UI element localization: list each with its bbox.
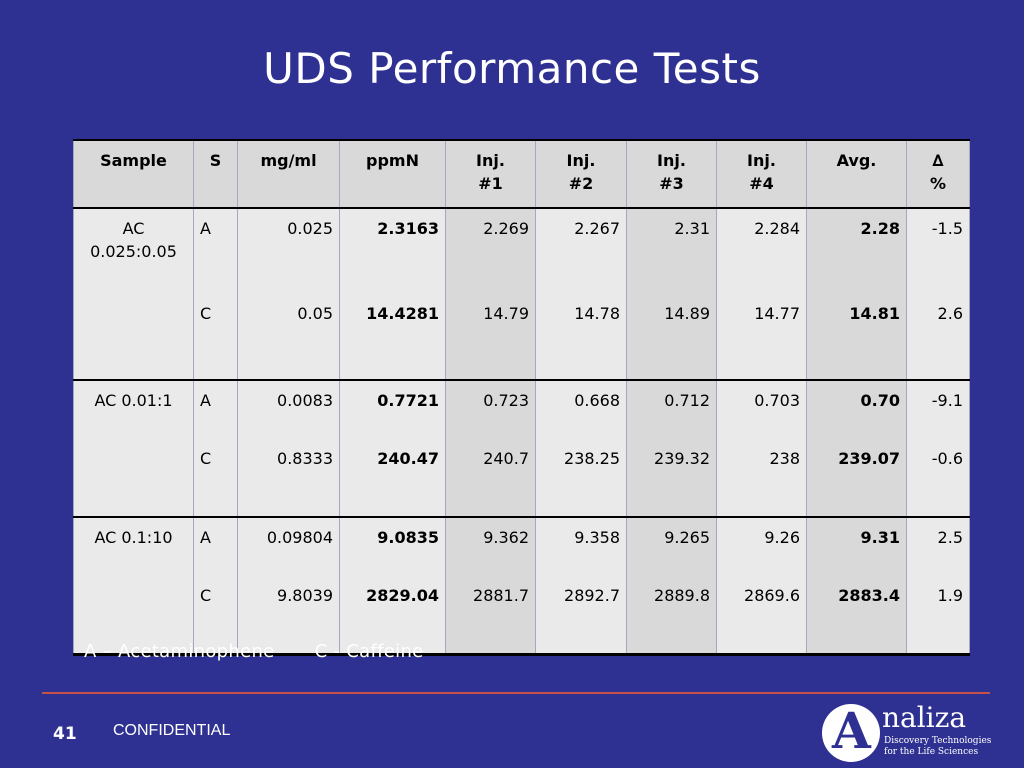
cell-avg: 14.81 — [806, 294, 907, 381]
cell-inj3: 14.89 — [626, 294, 717, 381]
cell-inj1: 2.269 — [445, 208, 536, 294]
cell-delta: -0.6 — [906, 439, 970, 518]
table-header-row: Sample S mg/ml ppmN Inj. #1 Inj. #2 Inj. #3… — [73, 139, 970, 209]
table-row: AC 0.025:0.05 A 0.025 2.3163 2.269 2.267… — [73, 208, 970, 294]
legend: A – Acetaminophene C - Caffeine — [84, 641, 458, 662]
cell-inj1: 14.79 — [445, 294, 536, 381]
cell-mgml: 0.05 — [237, 294, 340, 381]
table-row: AC 0.1:10 A 0.09804 9.0835 9.362 9.358 9… — [73, 517, 970, 576]
cell-avg: 9.31 — [806, 517, 907, 576]
cell-inj2: 238.25 — [535, 439, 627, 518]
header-mgml: mg/ml — [237, 139, 340, 209]
cell-ppmn: 0.7721 — [339, 380, 446, 439]
cell-inj1: 2881.7 — [445, 576, 536, 656]
cell-inj3: 2889.8 — [626, 576, 717, 656]
header-inj2: Inj. #2 — [535, 139, 627, 209]
cell-s: A — [193, 208, 238, 294]
cell-inj4: 14.77 — [716, 294, 807, 381]
cell-s: A — [193, 380, 238, 439]
cell-mgml: 0.09804 — [237, 517, 340, 576]
table-row: C 9.8039 2829.04 2881.7 2892.7 2889.8 28… — [73, 576, 970, 656]
cell-delta: -1.5 — [906, 208, 970, 294]
cell-avg: 239.07 — [806, 439, 907, 518]
cell-avg: 0.70 — [806, 380, 907, 439]
page-number: 41 — [53, 724, 77, 744]
cell-mgml: 0.8333 — [237, 439, 340, 518]
cell-inj4: 238 — [716, 439, 807, 518]
cell-inj2: 2.267 — [535, 208, 627, 294]
cell-ppmn: 9.0835 — [339, 517, 446, 576]
cell-s: C — [193, 439, 238, 518]
cell-sample: AC 0.1:10 — [73, 517, 194, 576]
cell-ppmn: 2829.04 — [339, 576, 446, 656]
cell-delta: 2.5 — [906, 517, 970, 576]
cell-inj3: 9.265 — [626, 517, 717, 576]
cell-inj3: 0.712 — [626, 380, 717, 439]
header-inj1: Inj. #1 — [445, 139, 536, 209]
cell-inj2: 9.358 — [535, 517, 627, 576]
cell-mgml: 0.025 — [237, 208, 340, 294]
logo-circle-icon — [822, 704, 880, 762]
cell-inj4: 9.26 — [716, 517, 807, 576]
cell-sample — [73, 439, 194, 518]
legend-item-caffeine: C - Caffeine — [314, 641, 424, 662]
header-s: S — [193, 139, 238, 209]
header-delta: ∆% — [906, 139, 970, 209]
cell-delta: -9.1 — [906, 380, 970, 439]
cell-inj4: 2.284 — [716, 208, 807, 294]
cell-sample: AC 0.025:0.05 — [73, 208, 194, 294]
cell-inj2: 0.668 — [535, 380, 627, 439]
cell-inj3: 239.32 — [626, 439, 717, 518]
cell-sample — [73, 576, 194, 656]
cell-ppmn: 14.4281 — [339, 294, 446, 381]
logo-tagline: Discovery Technologies for the Life Scien… — [884, 736, 992, 757]
header-inj4: Inj. #4 — [716, 139, 807, 209]
cell-delta: 1.9 — [906, 576, 970, 656]
cell-inj4: 0.703 — [716, 380, 807, 439]
cell-sample: AC 0.01:1 — [73, 380, 194, 439]
cell-avg: 2.28 — [806, 208, 907, 294]
slide-title: UDS Performance Tests — [263, 44, 761, 93]
cell-mgml: 0.0083 — [237, 380, 340, 439]
logo-name: naliza — [882, 701, 967, 734]
legend-item-acetaminophene: A – Acetaminophene — [84, 641, 275, 662]
footer-divider — [42, 692, 990, 694]
confidential-label: CONFIDENTIAL — [113, 722, 231, 739]
cell-inj2: 14.78 — [535, 294, 627, 381]
cell-inj3: 2.31 — [626, 208, 717, 294]
performance-table: Sample S mg/ml ppmN Inj. #1 Inj. #2 Inj. #3… — [73, 139, 970, 656]
cell-inj1: 240.7 — [445, 439, 536, 518]
cell-s: C — [193, 294, 238, 381]
cell-inj1: 0.723 — [445, 380, 536, 439]
cell-inj1: 9.362 — [445, 517, 536, 576]
cell-sample — [73, 294, 194, 381]
header-ppmn: ppmN — [339, 139, 446, 209]
cell-delta: 2.6 — [906, 294, 970, 381]
analiza-logo: A naliza Discovery Technologies for the L… — [822, 701, 992, 764]
header-avg: Avg. — [806, 139, 907, 209]
table-row: C 0.8333 240.47 240.7 238.25 239.32 238 … — [73, 439, 970, 518]
header-sample: Sample — [73, 139, 194, 209]
cell-s: A — [193, 517, 238, 576]
cell-inj4: 2869.6 — [716, 576, 807, 656]
cell-ppmn: 2.3163 — [339, 208, 446, 294]
cell-avg: 2883.4 — [806, 576, 907, 656]
logo-letter: A — [832, 701, 871, 760]
header-inj3: Inj. #3 — [626, 139, 717, 209]
table-row: C 0.05 14.4281 14.79 14.78 14.89 14.77 1… — [73, 294, 970, 381]
cell-inj2: 2892.7 — [535, 576, 627, 656]
cell-ppmn: 240.47 — [339, 439, 446, 518]
table-row: AC 0.01:1 A 0.0083 0.7721 0.723 0.668 0.… — [73, 380, 970, 439]
